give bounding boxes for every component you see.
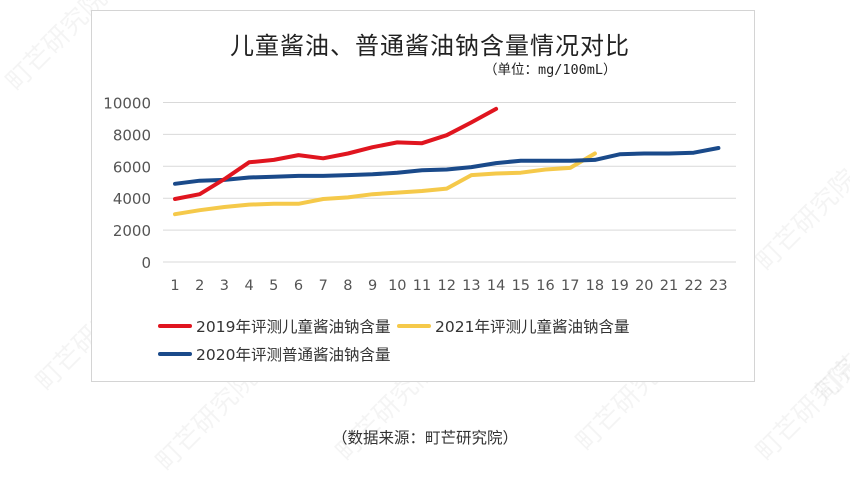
y-tick-label: 4000: [113, 190, 151, 208]
legend-label: 2020年评测普通酱油钠含量: [196, 346, 391, 364]
legend-label: 2019年评测儿童酱油钠含量: [196, 318, 391, 336]
x-tick-label: 2: [195, 278, 204, 294]
x-tick-label: 13: [462, 278, 480, 294]
x-tick-label: 16: [536, 278, 554, 294]
chart-frame: [91, 10, 755, 382]
x-tick-label: 23: [709, 278, 727, 294]
x-tick-label: 22: [684, 278, 702, 294]
x-tick-label: 20: [635, 278, 653, 294]
y-tick-label: 6000: [113, 158, 151, 176]
chart-unit-subtitle: （单位：mg/100mL）: [484, 62, 617, 78]
legend-item-2021-kids: 2021年评测儿童酱油钠含量: [397, 315, 629, 337]
x-tick-label: 19: [610, 278, 628, 294]
x-tick-label: 12: [437, 278, 455, 294]
legend-swatch-yellow: [397, 324, 431, 328]
data-source-note: （数据来源：町芒研究院）: [331, 429, 518, 447]
x-tick-label: 7: [319, 278, 328, 294]
x-tick-label: 5: [269, 278, 278, 294]
legend-label: 2021年评测儿童酱油钠含量: [435, 318, 630, 336]
x-tick-label: 17: [561, 278, 579, 294]
x-tick-label: 3: [220, 278, 229, 294]
series-line: [173, 146, 721, 186]
x-tick-label: 11: [413, 278, 431, 294]
x-tick-label: 18: [586, 278, 604, 294]
x-tick-label: 4: [244, 278, 253, 294]
y-tick-label: 0: [141, 254, 151, 272]
legend-item-2020-regular: 2020年评测普通酱油钠含量: [158, 343, 390, 365]
x-tick-label: 1: [170, 278, 179, 294]
chart-title: 儿童酱油、普通酱油钠含量情况对比: [230, 32, 630, 60]
series-line: [173, 151, 597, 217]
x-tick-label: 14: [487, 278, 505, 294]
x-tick-label: 15: [512, 278, 530, 294]
x-tick-label: 6: [294, 278, 303, 294]
legend-item-2019-kids: 2019年评测儿童酱油钠含量: [158, 315, 390, 337]
y-tick-label: 2000: [113, 222, 151, 240]
x-tick-label: 21: [660, 278, 678, 294]
y-tick-label: 8000: [113, 126, 151, 144]
x-tick-label: 10: [388, 278, 406, 294]
y-tick-label: 10000: [103, 95, 151, 113]
x-tick-label: 8: [343, 278, 352, 294]
legend-swatch-blue: [158, 352, 192, 356]
series-line: [173, 106, 499, 201]
x-tick-label: 9: [368, 278, 377, 294]
legend-swatch-red: [158, 324, 192, 328]
